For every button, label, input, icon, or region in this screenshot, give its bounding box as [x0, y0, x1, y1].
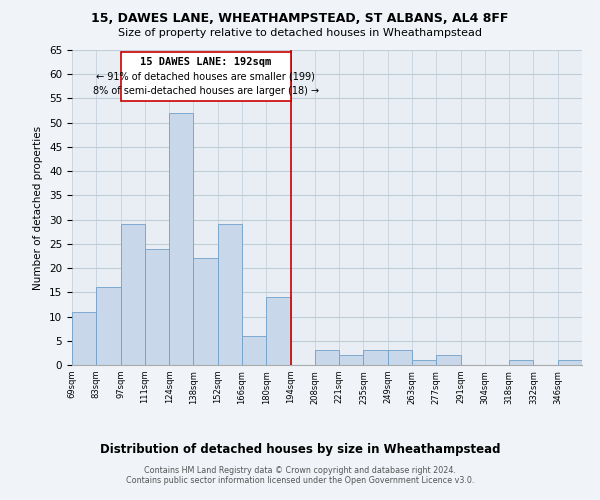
Bar	[121, 224, 145, 365]
Bar	[339, 356, 364, 365]
Text: Contains HM Land Registry data © Crown copyright and database right 2024.
Contai: Contains HM Land Registry data © Crown c…	[126, 466, 474, 485]
Bar	[364, 350, 388, 365]
Bar	[218, 224, 242, 365]
Bar	[96, 288, 121, 365]
Bar	[412, 360, 436, 365]
Bar	[169, 113, 193, 365]
Bar	[266, 297, 290, 365]
Text: 15 DAWES LANE: 192sqm: 15 DAWES LANE: 192sqm	[140, 57, 271, 67]
Text: ← 91% of detached houses are smaller (199): ← 91% of detached houses are smaller (19…	[96, 72, 315, 82]
FancyBboxPatch shape	[121, 52, 290, 101]
Bar	[315, 350, 339, 365]
Bar	[558, 360, 582, 365]
Text: Distribution of detached houses by size in Wheathampstead: Distribution of detached houses by size …	[100, 442, 500, 456]
Bar	[72, 312, 96, 365]
Bar	[388, 350, 412, 365]
Text: Size of property relative to detached houses in Wheathampstead: Size of property relative to detached ho…	[118, 28, 482, 38]
Text: 8% of semi-detached houses are larger (18) →: 8% of semi-detached houses are larger (1…	[92, 86, 319, 96]
Text: 15, DAWES LANE, WHEATHAMPSTEAD, ST ALBANS, AL4 8FF: 15, DAWES LANE, WHEATHAMPSTEAD, ST ALBAN…	[91, 12, 509, 26]
Y-axis label: Number of detached properties: Number of detached properties	[34, 126, 43, 290]
Bar	[193, 258, 218, 365]
Bar	[145, 248, 169, 365]
Bar	[436, 356, 461, 365]
Bar	[242, 336, 266, 365]
Bar	[509, 360, 533, 365]
